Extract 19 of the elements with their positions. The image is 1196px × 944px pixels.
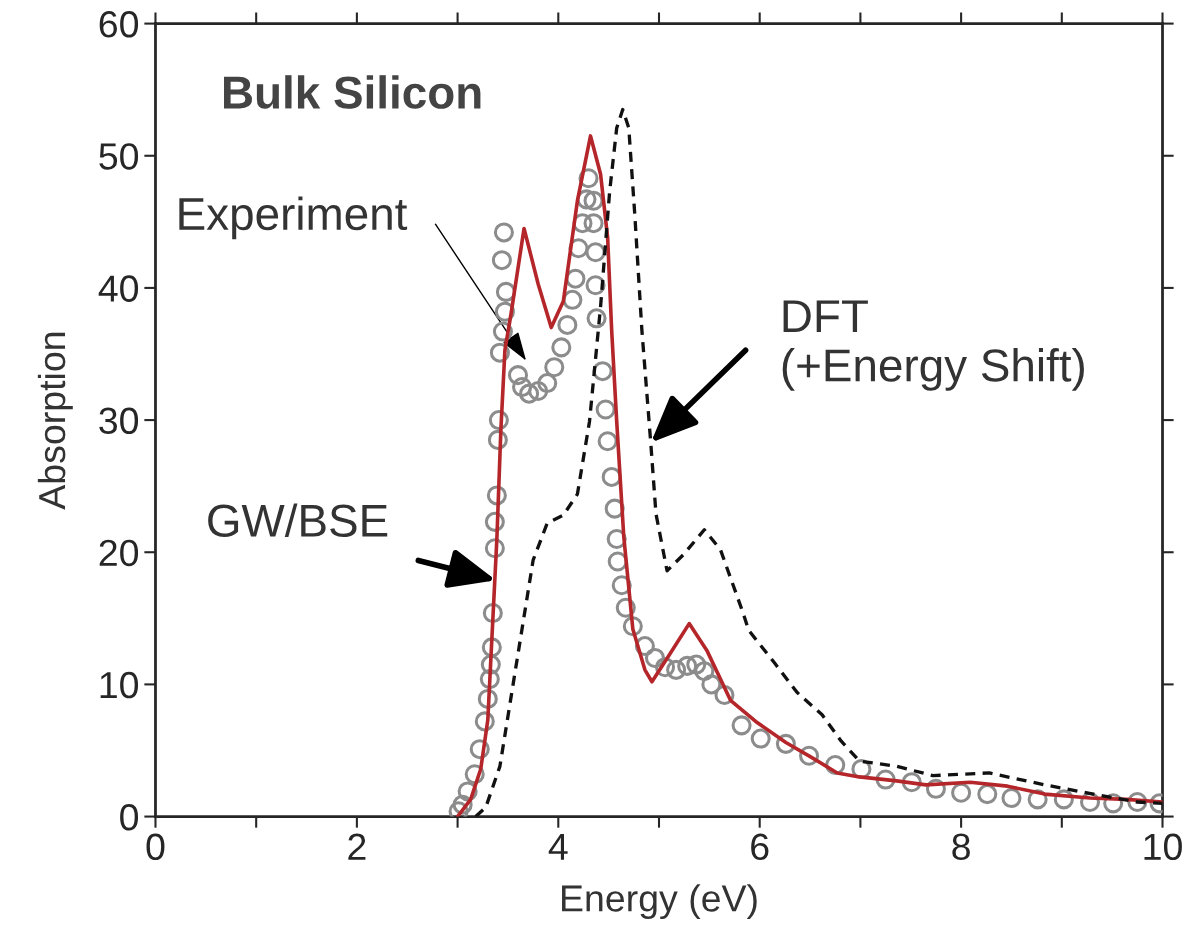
y-tick-label: 40 [98,275,139,302]
annotation: GW/BSE [208,503,388,538]
x-tick-label: 0 [146,833,165,861]
annotation: Bulk Silicon [224,75,481,109]
x-tick-label: 4 [548,833,568,860]
y-tick-label: 50 [99,143,139,170]
y-axis-title: Absorption [37,332,73,510]
y-tick-label: 20 [99,539,139,567]
x-tick-label: 8 [952,833,970,861]
annotation: DFT (+Energy Shift) [782,300,1084,391]
y-tick-label: 0 [120,803,139,831]
x-tick-label: 2 [348,833,366,860]
x-tick-label: 10 [1144,833,1182,861]
y-tick-label: 60 [99,11,139,38]
y-tick-label: 10 [100,671,139,699]
x-tick-label: 6 [751,833,769,861]
annotation: Experiment [179,196,408,240]
y-tick-label: 30 [99,407,139,435]
x-axis-title: Energy (eV) [562,884,757,920]
